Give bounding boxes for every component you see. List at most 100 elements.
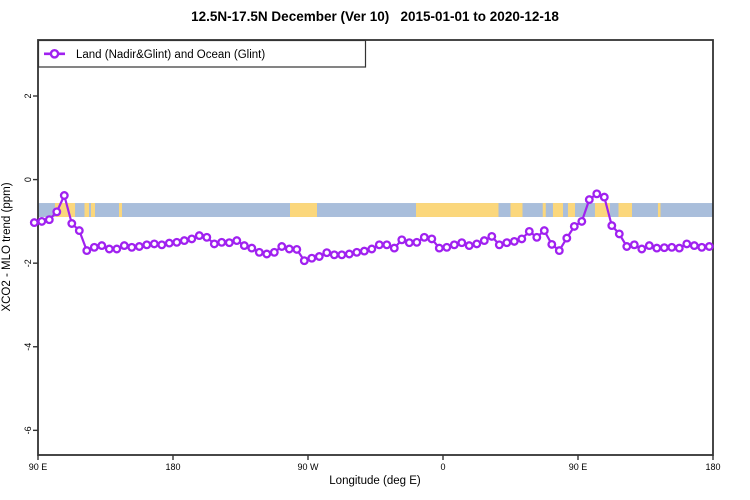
data-point	[247, 243, 257, 253]
data-point	[577, 216, 587, 226]
data-point	[29, 218, 39, 228]
data-point	[449, 240, 459, 250]
data-point	[37, 216, 47, 226]
data-point	[704, 242, 714, 251]
data-point	[667, 242, 677, 252]
data-series	[29, 189, 714, 266]
data-point	[187, 234, 197, 244]
data-point	[232, 236, 242, 246]
land-segment	[657, 203, 661, 217]
data-point	[539, 226, 549, 236]
data-point	[697, 242, 707, 252]
data-point	[134, 242, 144, 251]
data-point	[442, 242, 452, 252]
legend-box	[37, 39, 367, 68]
data-point	[104, 244, 114, 254]
data-point	[329, 250, 339, 260]
data-point	[659, 243, 669, 253]
data-point	[547, 239, 557, 249]
land-segment	[552, 203, 563, 217]
data-point	[374, 240, 384, 250]
data-point	[562, 233, 572, 243]
data-point	[614, 229, 624, 239]
data-point	[89, 242, 99, 252]
x-tick-label: 180	[165, 462, 180, 472]
data-point	[457, 238, 467, 248]
data-point	[389, 243, 399, 253]
data-point	[149, 239, 159, 249]
data-point	[644, 241, 654, 251]
data-point	[52, 207, 62, 217]
data-point	[239, 241, 249, 251]
legend: Land (Nadir&Glint) and Ocean (Glint)	[37, 39, 367, 68]
data-point	[404, 238, 414, 248]
land-segment	[618, 203, 632, 217]
data-point	[97, 241, 107, 251]
data-point	[622, 242, 632, 251]
x-axis-label: Longitude (deg E)	[329, 475, 421, 487]
data-point	[59, 191, 69, 200]
data-point	[592, 189, 602, 199]
data-point	[599, 192, 609, 202]
data-point	[67, 219, 77, 228]
data-point	[464, 241, 474, 251]
land-segment	[84, 203, 89, 217]
legend-marker-icon	[49, 49, 60, 59]
data-point	[637, 244, 647, 254]
data-point	[509, 236, 519, 246]
data-point	[322, 248, 332, 258]
land-segment	[510, 203, 523, 217]
data-point	[412, 237, 422, 247]
data-point	[472, 239, 482, 249]
data-point	[164, 238, 174, 248]
data-point	[344, 249, 354, 259]
land-ocean-band	[38, 203, 713, 217]
data-point	[689, 241, 699, 251]
x-tick-label: 180	[705, 462, 720, 472]
data-point	[314, 252, 324, 261]
data-point	[112, 244, 122, 254]
data-point	[299, 256, 309, 266]
data-point	[427, 234, 437, 244]
y-tick-label: 2	[23, 93, 33, 98]
data-point	[142, 240, 152, 250]
data-point	[494, 240, 504, 250]
data-point	[254, 247, 264, 257]
data-point	[217, 237, 227, 247]
data-point	[82, 246, 92, 256]
data-point	[44, 215, 54, 225]
land-segment	[542, 203, 546, 217]
data-point	[307, 253, 317, 263]
x-tick-label: 90 E	[569, 462, 588, 472]
land-segment	[290, 203, 317, 217]
data-point	[172, 237, 182, 247]
chart-title: 12.5N-17.5N December (Ver 10) 2015-01-01…	[191, 9, 559, 24]
data-point	[284, 244, 294, 254]
data-point	[367, 244, 377, 254]
data-point	[352, 247, 362, 257]
data-point	[194, 231, 204, 241]
data-point	[517, 234, 527, 244]
x-tick-label: 0	[440, 462, 445, 472]
data-point	[434, 243, 444, 253]
data-point	[554, 246, 564, 256]
data-point	[569, 221, 579, 231]
data-point	[179, 236, 189, 246]
data-point	[419, 232, 429, 242]
data-point	[209, 239, 219, 249]
data-point	[629, 240, 639, 250]
land-segment	[119, 203, 122, 217]
x-tick-label: 90 E	[29, 462, 48, 472]
data-point	[652, 243, 662, 253]
data-point	[502, 238, 512, 248]
data-point	[382, 240, 392, 250]
y-tick-label: 0	[23, 177, 33, 182]
axes: 90 E 180 90 W 0 90 E 180 2 0 -2 -4 -6	[23, 39, 721, 472]
data-point	[607, 221, 617, 231]
data-point	[337, 250, 347, 260]
data-point	[532, 232, 542, 242]
data-point	[119, 241, 129, 251]
legend-label: Land (Nadir&Glint) and Ocean (Glint)	[76, 49, 265, 61]
data-point	[127, 242, 137, 252]
